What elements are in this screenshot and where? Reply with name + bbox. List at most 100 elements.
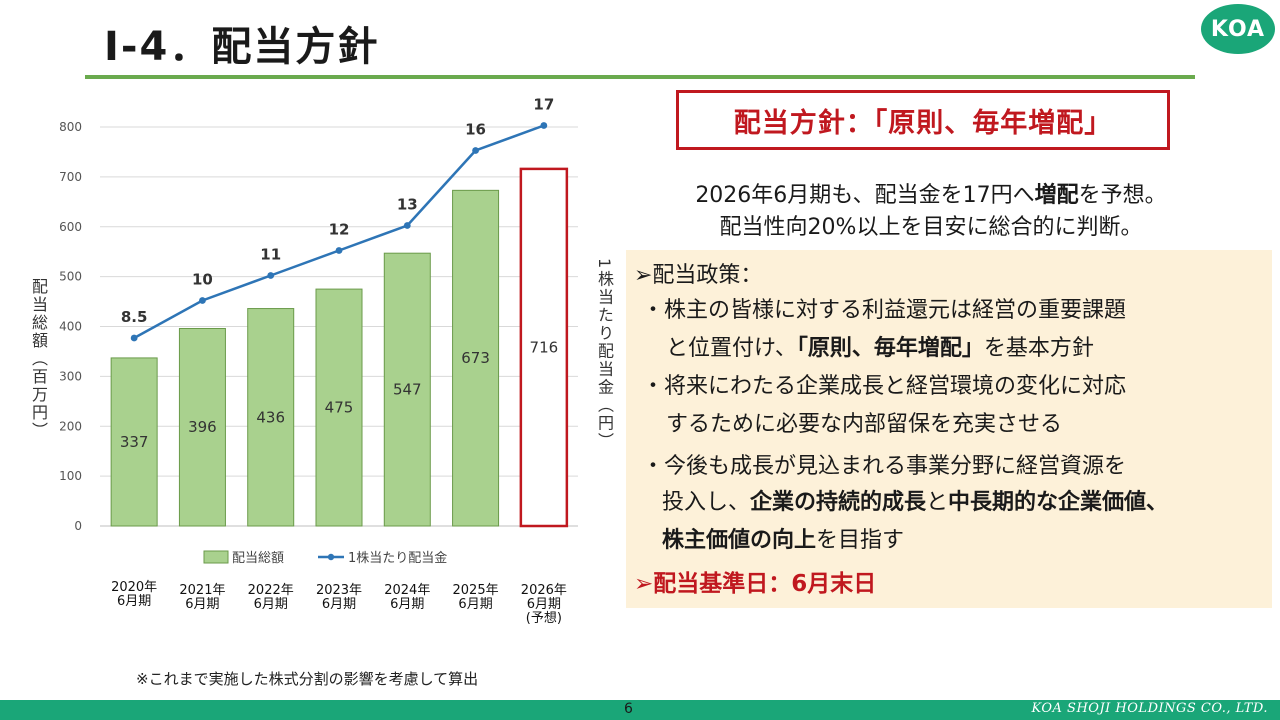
line-point xyxy=(199,297,206,304)
x-category-label: 2025年 6月期 xyxy=(441,584,511,612)
legend-line-label: 1株当たり配当金 xyxy=(348,550,447,566)
text-emphasis: 中長期的な企業価値、 xyxy=(948,490,1169,515)
x-category-label: 2021年 6月期 xyxy=(167,584,237,612)
forecast-line2: 配当性向20%以上を目安に総合的に判断。 xyxy=(719,215,1143,240)
policy-panel xyxy=(626,250,1272,608)
category-line: 6月期 xyxy=(526,597,561,612)
y-axis-ticks: 0 100 200 300 400 500 600 700 800 xyxy=(59,120,82,533)
y-tick-label: 0 xyxy=(74,519,82,533)
footer-bar xyxy=(0,700,1280,720)
page-number: 6 xyxy=(624,701,633,717)
x-category-label: 2022年 6月期 xyxy=(236,584,306,612)
bar-series xyxy=(110,167,569,528)
line-point xyxy=(267,272,275,279)
y2-axis-label: 1株当たり配当金（円） xyxy=(595,258,614,451)
category-line: 2020年 xyxy=(111,580,158,595)
bar-value-label: 547 xyxy=(393,381,422,399)
bar xyxy=(452,189,500,527)
y-tick-label: 300 xyxy=(59,369,82,383)
x-category-label: 2020年 6月期 xyxy=(99,581,169,609)
y-tick-label: 800 xyxy=(59,120,82,134)
bar-value-label: 396 xyxy=(188,418,217,436)
bar xyxy=(383,252,431,527)
forecast-line1-post: を予想。 xyxy=(1078,183,1167,208)
y-tick-label: 500 xyxy=(59,270,82,284)
dividend-chart: 0 100 200 300 400 500 600 700 800 337 396 436 475 54… xyxy=(59,96,578,566)
bullet-1-line-1: ・株主の皆様に対する利益還元は経営の重要課題 xyxy=(642,298,1127,323)
bullet-1-line-2: と位置付け、「原則、毎年増配」を基本方針 xyxy=(666,330,1094,368)
line-point xyxy=(472,147,479,154)
line-value-label: 16 xyxy=(465,121,486,139)
category-line: (予想) xyxy=(525,611,562,626)
y-tick-label: 100 xyxy=(59,469,82,483)
legend-bar-swatch xyxy=(203,550,229,564)
line-value-label: 13 xyxy=(397,196,418,214)
chart-legend: 配当総額 1株当たり配当金 xyxy=(203,550,447,566)
company-name: KOA SHOJI HOLDINGS CO., LTD. xyxy=(1031,701,1268,716)
line-value-labels: 8.5 10 11 12 13 16 17 xyxy=(121,96,554,327)
text-emphasis: 株主価値の向上 xyxy=(662,528,817,553)
category-line: 2025年 xyxy=(452,583,499,598)
text-emphasis: 「原則、毎年増配」 xyxy=(796,336,984,361)
line-value-label: 10 xyxy=(192,271,213,289)
y-axis-label: 配当総額（百万円） xyxy=(29,278,48,440)
bar-value-label: 716 xyxy=(530,338,559,356)
category-line: 2026年 xyxy=(520,583,567,598)
category-line: 2024年 xyxy=(384,583,431,598)
bullet-3-line-2: 投入し、企業の持続的成長と中長期的な企業価値、 xyxy=(662,484,1168,522)
line-point xyxy=(130,334,138,342)
text-segment: と xyxy=(926,490,949,515)
category-line: 2021年 xyxy=(179,583,226,598)
line-value-label: 12 xyxy=(329,221,350,239)
text-segment: を基本方針 xyxy=(983,336,1094,361)
y-tick-label: 600 xyxy=(59,220,82,234)
text-segment: と位置付け、 xyxy=(666,336,797,361)
line-point xyxy=(540,122,548,129)
category-line: 6月期 xyxy=(321,597,357,612)
footnote: ※これまで実施した株式分割の影響を考慮して算出 xyxy=(136,670,479,688)
line-series xyxy=(130,122,548,342)
bar xyxy=(110,357,158,527)
policy-title: 配当方針：「原則、毎年増配」 xyxy=(733,107,1113,139)
bar-value-label: 436 xyxy=(256,408,285,426)
bullet-2-line-1: ・将来にわたる企業成長と経営環境の変化に対応 xyxy=(642,374,1127,399)
x-category-label: 2026年 6月期 (予想) xyxy=(509,584,579,626)
page-title: Ⅰ-4．配当方針 xyxy=(104,24,380,70)
text-segment: 投入し、 xyxy=(662,490,751,515)
line-point xyxy=(335,247,343,254)
forecast-line1-bold: 増配 xyxy=(1034,183,1079,208)
legend-bar-label: 配当総額 xyxy=(232,551,284,566)
forecast-bar xyxy=(519,167,569,528)
forecast-line1-pre: 2026年6月期も、配当金を17円へ xyxy=(695,183,1035,208)
x-category-label: 2024年 6月期 xyxy=(372,584,442,612)
bullet-3-line-1: ・今後も成長が見込まれる事業分野に経営資源を xyxy=(642,454,1127,479)
category-line: 6月期 xyxy=(117,594,152,609)
y-tick-label: 200 xyxy=(59,419,82,433)
legend-line-marker xyxy=(327,553,335,561)
bar xyxy=(315,288,363,527)
line-point xyxy=(403,222,411,229)
bar-value-label: 475 xyxy=(325,399,354,417)
category-line: 6月期 xyxy=(458,597,493,612)
panel-heading: ➢配当政策： xyxy=(634,263,763,288)
koa-logo: KOA xyxy=(1201,4,1275,54)
bullet-3-line-3: 株主価値の向上を目指す xyxy=(662,522,904,560)
text-segment: を目指す xyxy=(816,528,905,553)
y-tick-label: 700 xyxy=(59,170,82,184)
policy-box: 配当方針：「原則、毎年増配」 xyxy=(676,90,1170,150)
forecast-statement: 2026年6月期も、配当金を17円へ増配を予想。 配当性向20%以上を目安に総合… xyxy=(636,180,1226,244)
x-category-label: 2023年 6月期 xyxy=(304,584,374,612)
line-value-label: 11 xyxy=(260,246,281,264)
category-line: 2022年 xyxy=(247,583,294,598)
title-divider xyxy=(85,75,1195,79)
category-line: 6月期 xyxy=(253,597,288,612)
category-line: 6月期 xyxy=(390,597,425,612)
category-line: 2023年 xyxy=(315,583,363,598)
bullet-2-line-2: するために必要な内部留保を充実させる xyxy=(666,412,1063,437)
line-value-label: 17 xyxy=(533,96,554,114)
text-emphasis: 企業の持続的成長 xyxy=(750,490,927,515)
record-date: ➢配当基準日：6月末日 xyxy=(634,571,877,597)
bar xyxy=(178,327,226,527)
category-line: 6月期 xyxy=(185,597,220,612)
bar xyxy=(247,308,295,527)
